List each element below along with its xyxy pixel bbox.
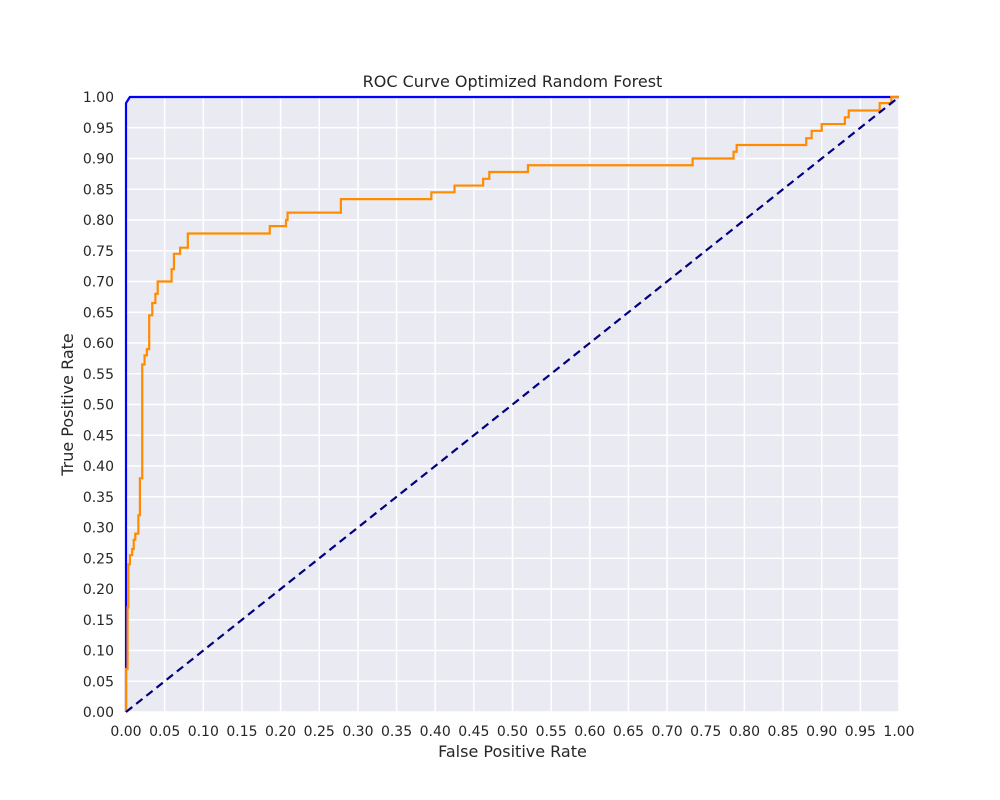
x-tick-label: 0.15 bbox=[226, 724, 257, 740]
x-tick-label: 0.65 bbox=[613, 724, 644, 740]
y-tick-label: 0.65 bbox=[83, 305, 114, 321]
y-tick-label: 0.00 bbox=[83, 705, 114, 721]
series-lines bbox=[124, 95, 900, 713]
y-tick-label: 0.05 bbox=[83, 674, 114, 690]
x-tick-label: 0.75 bbox=[690, 724, 721, 740]
y-tick-label: 0.50 bbox=[83, 398, 114, 414]
y-tick-label: 0.40 bbox=[83, 459, 114, 475]
perfect-classifier-line bbox=[124, 95, 899, 712]
x-tick-labels: 0.00 0.05 0.10 0.15 0.20 0.25 0.30 0.35 0.40 0.45… bbox=[110, 724, 914, 740]
x-tick-label: 0.35 bbox=[381, 724, 412, 740]
y-tick-label: 0.20 bbox=[83, 582, 114, 598]
x-tick-label: 0.25 bbox=[304, 724, 335, 740]
x-tick-label: 0.80 bbox=[729, 724, 760, 740]
x-tick-label: 0.05 bbox=[149, 724, 180, 740]
x-tick-label: 0.40 bbox=[420, 724, 451, 740]
y-tick-label: 0.80 bbox=[83, 213, 114, 229]
x-tick-label: 0.10 bbox=[188, 724, 219, 740]
chart-title: ROC Curve Optimized Random Forest bbox=[363, 72, 663, 91]
x-tick-label: 0.85 bbox=[767, 724, 798, 740]
x-tick-label: 0.45 bbox=[458, 724, 489, 740]
y-tick-label: 0.70 bbox=[83, 275, 114, 291]
y-axis-label: True Positive Rate bbox=[58, 333, 77, 477]
x-tick-label: 0.70 bbox=[652, 724, 683, 740]
x-tick-label: 0.95 bbox=[845, 724, 876, 740]
y-tick-label: 0.35 bbox=[83, 490, 114, 506]
y-tick-label: 0.60 bbox=[83, 336, 114, 352]
y-tick-label: 0.75 bbox=[83, 244, 114, 260]
x-tick-label: 0.20 bbox=[265, 724, 296, 740]
y-tick-label: 0.25 bbox=[83, 551, 114, 567]
y-tick-label: 0.10 bbox=[83, 644, 114, 660]
x-tick-label: 0.60 bbox=[574, 724, 605, 740]
y-tick-label: 0.30 bbox=[83, 521, 114, 537]
y-tick-label: 0.95 bbox=[83, 121, 114, 137]
x-tick-label: 0.90 bbox=[806, 724, 837, 740]
x-tick-label: 0.30 bbox=[342, 724, 373, 740]
y-tick-label: 0.55 bbox=[83, 367, 114, 383]
x-tick-label: 0.00 bbox=[110, 724, 141, 740]
random-forest-roc-line bbox=[124, 95, 899, 712]
y-tick-label: 1.00 bbox=[83, 90, 114, 106]
x-tick-label: 0.55 bbox=[536, 724, 567, 740]
chance-diagonal-line bbox=[125, 96, 900, 713]
y-tick-label: 0.90 bbox=[83, 152, 114, 168]
y-tick-label: 0.85 bbox=[83, 182, 114, 198]
y-tick-label: 0.45 bbox=[83, 428, 114, 444]
x-axis-label: False Positive Rate bbox=[438, 742, 587, 761]
y-tick-label: 0.15 bbox=[83, 613, 114, 629]
x-tick-label: 1.00 bbox=[883, 724, 914, 740]
y-tick-labels: 0.00 0.05 0.10 0.15 0.20 0.25 0.30 0.35 0.40 0.45… bbox=[83, 90, 114, 721]
x-tick-label: 0.50 bbox=[497, 724, 528, 740]
